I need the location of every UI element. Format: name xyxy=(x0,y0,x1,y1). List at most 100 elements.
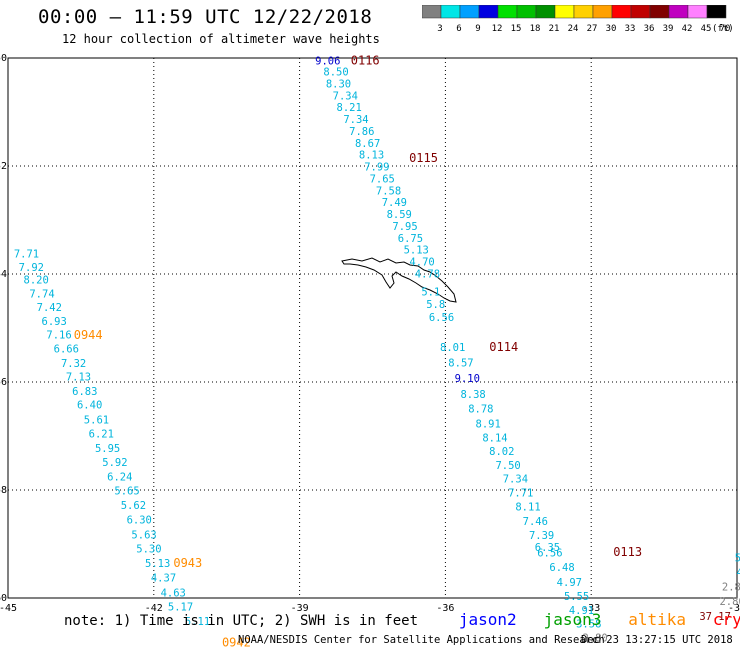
swh-label: 7.71 xyxy=(14,248,39,260)
swh-label: 5.17 xyxy=(168,602,193,614)
swh-label: 6.93 xyxy=(42,316,67,328)
swh-label: 5.11 xyxy=(185,616,210,628)
lon-tick-label: -36 xyxy=(436,603,454,614)
colorbar-unit: (ft) xyxy=(712,24,734,34)
swh-label: 4.63 xyxy=(161,588,186,600)
swh-label: 6.24 xyxy=(107,472,132,484)
swh-label: 6.48 xyxy=(549,562,574,574)
swh-label: 8.14 xyxy=(482,433,507,445)
swh-label: 7.86 xyxy=(349,126,374,138)
swh-label: 7.95 xyxy=(392,221,417,233)
swh-label: 7.13 xyxy=(66,372,91,384)
colorbar-label-9: 9 xyxy=(475,24,480,34)
swh-label: 3.58 xyxy=(576,618,601,630)
lat-tick-label: -54 xyxy=(0,269,7,280)
swh-label: 7.32 xyxy=(61,358,86,370)
swh-label: 2.86 xyxy=(719,596,740,608)
swh-label: 7.71 xyxy=(508,488,533,500)
legend-satellite-cryosat: cryosat xyxy=(712,610,740,629)
swh-label: 8.20 xyxy=(24,274,49,286)
swh-label: 5.62 xyxy=(121,500,146,512)
swh-label: 8.01 xyxy=(440,342,465,354)
swh-label: 6.75 xyxy=(398,233,423,245)
colorbar-label-36: 36 xyxy=(644,24,655,34)
colorbar-label-30: 30 xyxy=(606,24,617,34)
swh-label: 8.57 xyxy=(448,358,473,370)
time-label: 0116 xyxy=(351,54,380,68)
swh-label: 9.10 xyxy=(455,373,480,385)
legend-satellite-altika: altika xyxy=(628,610,687,629)
time-label: 0944 xyxy=(74,328,103,342)
color-scale-legend: 3 6 9 12 15 18 21 24 27 30 33 36 39 42 45 70(ft) xyxy=(422,5,734,34)
lon-tick-label: -39 xyxy=(291,603,309,614)
swh-label: 7.58 xyxy=(376,185,401,197)
swh-label: 8.30 xyxy=(326,78,351,90)
swh-label: 4.37 xyxy=(151,572,176,584)
swh-label: 8.91 xyxy=(476,419,501,431)
swh-label: 5.1 xyxy=(421,286,440,298)
footer-timestamp: Dec 23 13:27:15 UTC 2018 xyxy=(581,634,733,646)
colorbar-label-12: 12 xyxy=(492,24,503,34)
swh-label: 6.83 xyxy=(72,386,97,398)
time-label: 0942 xyxy=(222,635,251,649)
swh-label: 7.50 xyxy=(495,460,520,472)
swh-label: 4.97 xyxy=(557,577,582,589)
swh-label: 6.66 xyxy=(54,344,79,356)
colorbar-swatch-70 xyxy=(706,5,727,19)
swh-label: 7.34 xyxy=(333,90,358,102)
lon-tick-label: -30 xyxy=(728,603,740,614)
colorbar-label-27: 27 xyxy=(587,24,598,34)
swh-label: 2.80 xyxy=(582,632,607,644)
swh-label: 7.92 xyxy=(19,262,44,274)
swh-label: 7.49 xyxy=(382,197,407,209)
legend-row: note: 1) Time is in UTC; 2) SWH is in fe… xyxy=(64,610,740,629)
island-outline xyxy=(341,257,457,303)
lat-tick-label: -58 xyxy=(0,485,7,496)
swh-label: 7.42 xyxy=(37,302,62,314)
lat-tick-label: -60 xyxy=(0,593,7,604)
swh-label: 9.06 xyxy=(315,56,340,68)
swh-label: 5.61 xyxy=(84,414,109,426)
lat-tick-label: -52 xyxy=(0,161,7,172)
swh-label: 6.30 xyxy=(127,515,152,527)
colorbar-label-18: 18 xyxy=(530,24,541,34)
swh-label: 5.95 xyxy=(95,443,120,455)
time-label: 0943 xyxy=(173,556,202,570)
footer-credit: NOAA/NESDIS Center for Satellite Applica… xyxy=(238,634,605,646)
swh-label: 37.17 xyxy=(699,611,731,623)
swh-label: 8.59 xyxy=(387,209,412,221)
swh-label: 4.70 xyxy=(409,257,434,269)
lon-tick-label: -33 xyxy=(582,603,600,614)
swh-label: 5.63 xyxy=(131,529,156,541)
lon-tick-label: -42 xyxy=(145,603,163,614)
colorbar-label-33: 33 xyxy=(625,24,636,34)
swh-label: 7.34 xyxy=(343,114,368,126)
colorbar-label-42: 42 xyxy=(682,24,693,34)
colorbar-label-6: 6 xyxy=(456,24,461,34)
swh-label: 7.74 xyxy=(29,288,54,300)
swh-label: 8.02 xyxy=(489,446,514,458)
swh-label: 7.99 xyxy=(364,162,389,174)
swh-label: 8.38 xyxy=(460,389,485,401)
swh-label: 4.91 xyxy=(569,605,594,617)
swh-label: 5.13 xyxy=(145,558,170,570)
swh-label: 6.56 xyxy=(429,312,454,324)
swh-label: 6.21 xyxy=(89,428,114,440)
swh-label: 7.16 xyxy=(46,329,71,341)
lon-tick-label: -45 xyxy=(0,603,17,614)
swh-label: 8.11 xyxy=(515,502,540,514)
lat-tick-label: -56 xyxy=(0,377,7,388)
swh-label: 8.78 xyxy=(468,403,493,415)
swh-label: 5.92 xyxy=(102,457,127,469)
colorbar-label-39: 39 xyxy=(663,24,674,34)
colorbar-label-3: 3 xyxy=(437,24,442,34)
swh-label: 2.81 xyxy=(722,582,740,594)
colorbar-label-70: 70 xyxy=(720,24,731,34)
swh-label: 5.55 xyxy=(564,591,589,603)
swh-label: 5.1 xyxy=(735,553,740,565)
swh-label: 5.8 xyxy=(426,299,445,311)
swh-label: 7.65 xyxy=(370,173,395,185)
time-label: 0115 xyxy=(409,151,438,165)
swh-label: 6.35 xyxy=(535,542,560,554)
